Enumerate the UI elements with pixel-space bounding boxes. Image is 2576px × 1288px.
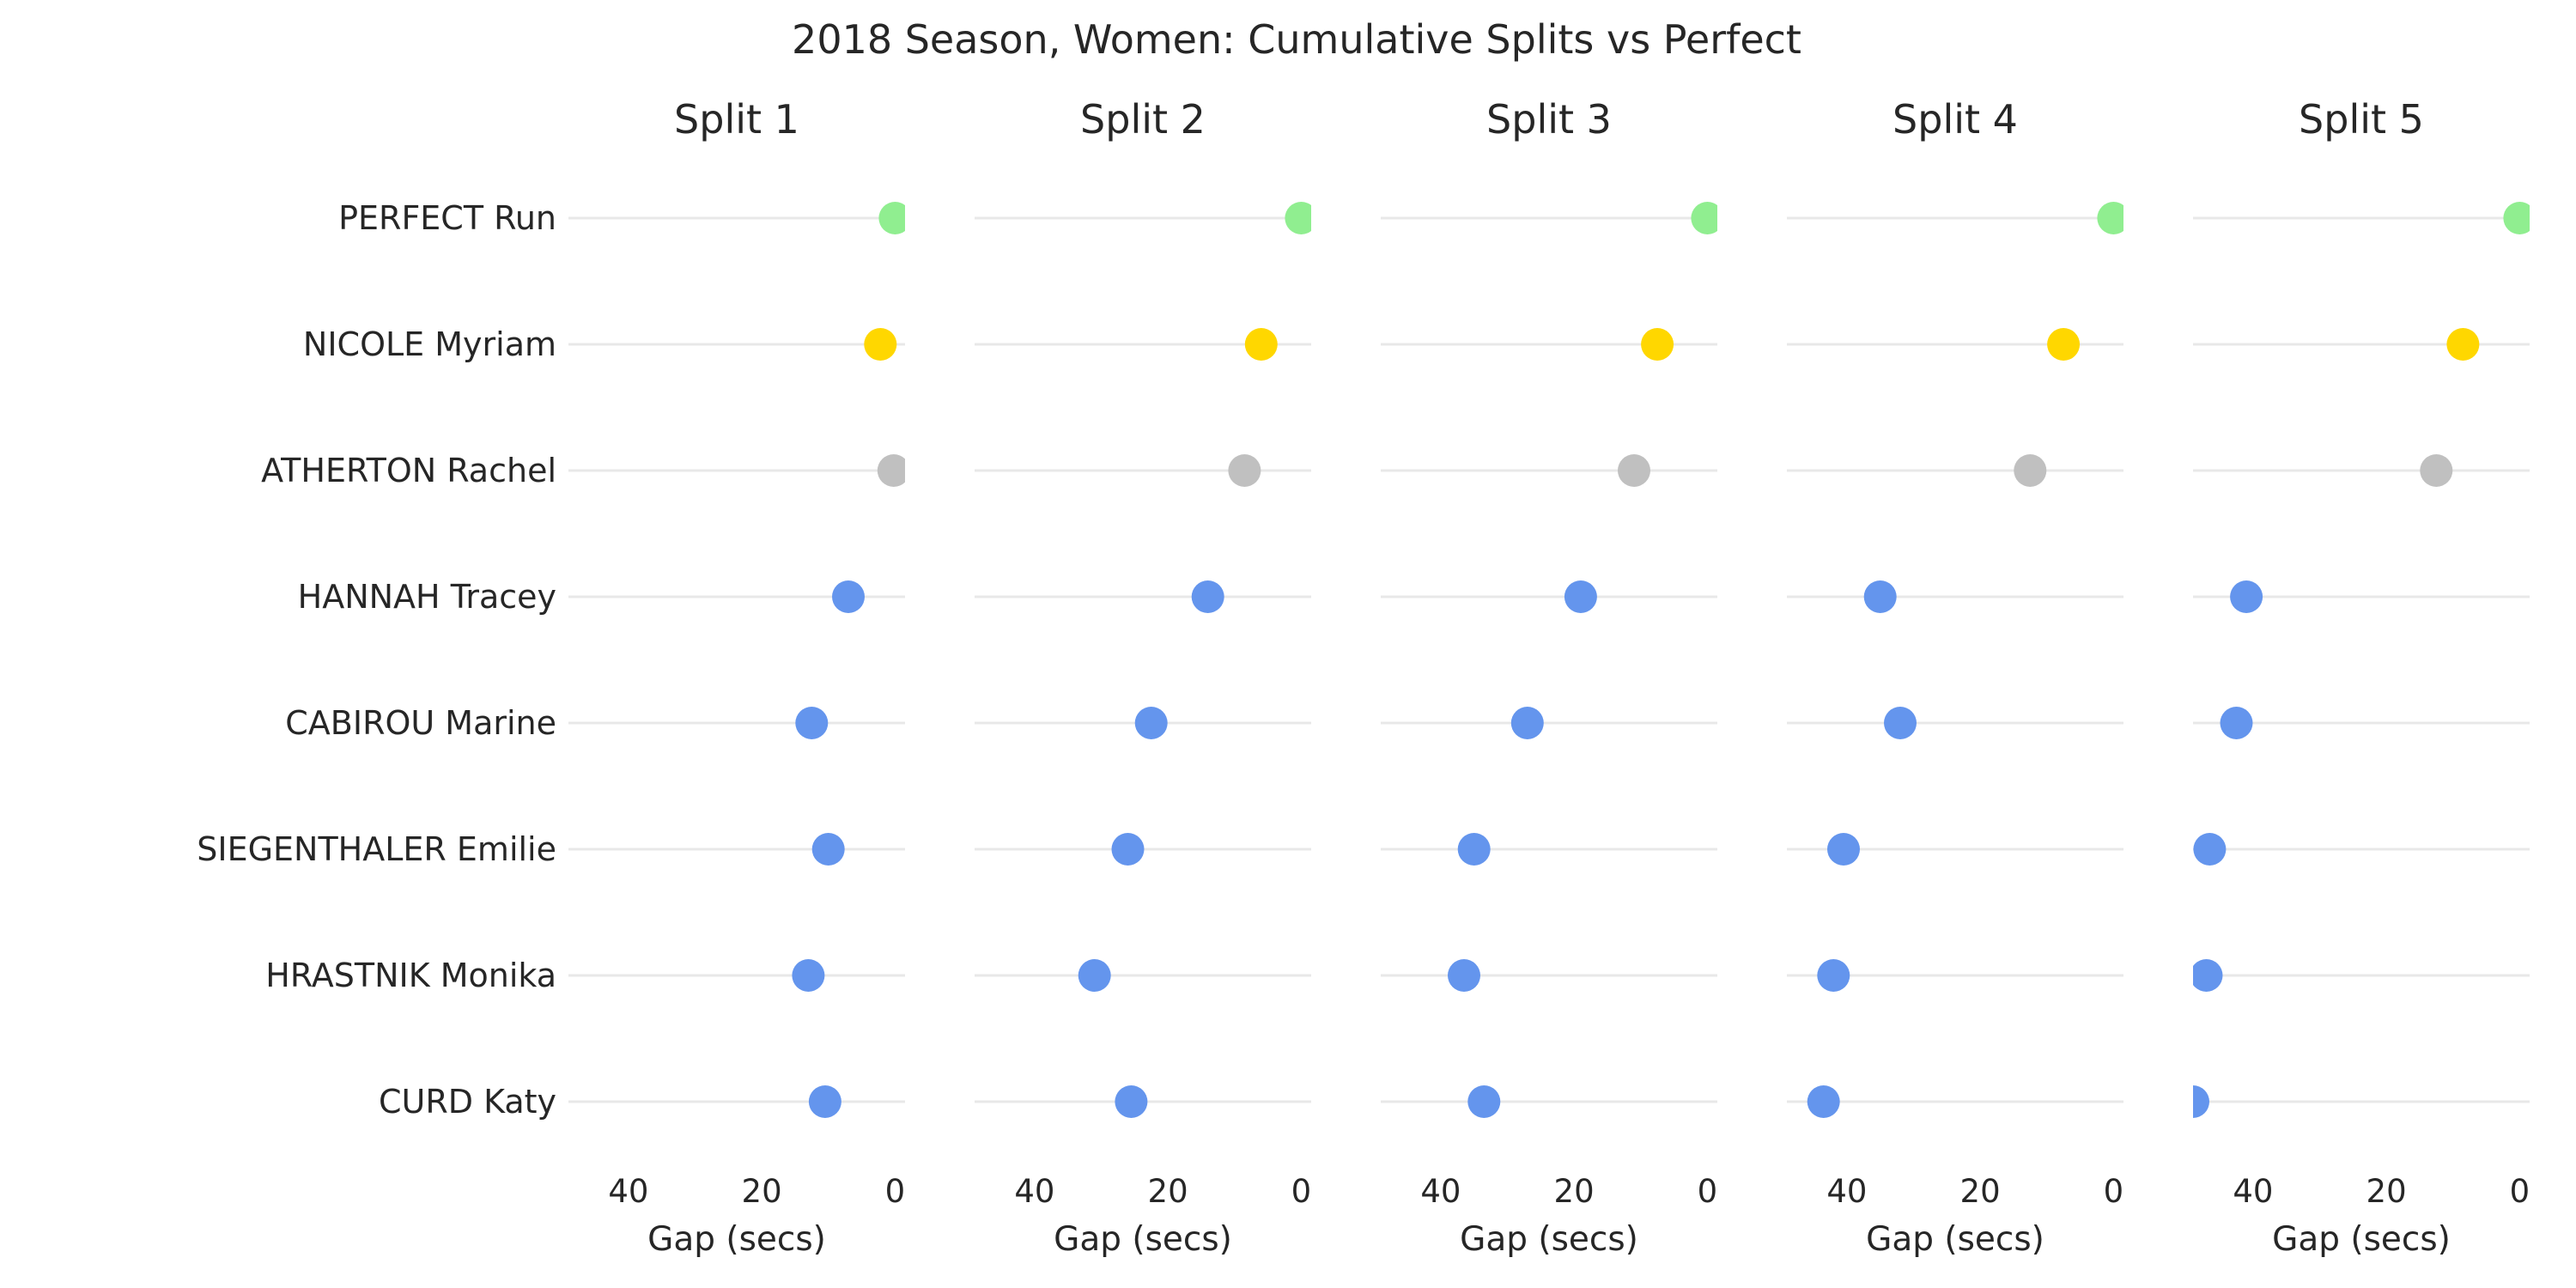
data-point <box>1863 580 1897 613</box>
x-tick-label: 20 <box>1148 1173 1188 1210</box>
panel: Split 5 40 20 0 Gap (secs) <box>2193 96 2530 1259</box>
data-point <box>1285 202 1311 234</box>
data-point <box>1448 959 1480 992</box>
x-tick-label: 0 <box>1291 1173 1312 1210</box>
data-point <box>1115 1085 1148 1118</box>
x-axis-label: Gap (secs) <box>2272 1220 2451 1259</box>
data-point <box>2014 454 2047 487</box>
data-point <box>1827 833 1860 866</box>
data-point <box>2420 454 2453 487</box>
x-axis-label: Gap (secs) <box>647 1220 826 1259</box>
row-label: CABIROU Marine <box>285 704 556 742</box>
data-point <box>2230 580 2263 613</box>
data-point <box>1228 454 1261 487</box>
data-point <box>2097 202 2123 234</box>
panel-title: Split 5 <box>2299 96 2424 143</box>
chart-title: 2018 Season, Women: Cumulative Splits vs… <box>792 16 1801 63</box>
panel: Split 1 40 20 0 Gap (secs) <box>568 96 906 1259</box>
row-label: HRASTNIK Monika <box>265 957 556 994</box>
panel-title: Split 2 <box>1080 96 1206 143</box>
data-point <box>878 202 905 234</box>
data-point <box>1078 959 1111 992</box>
x-tick-label: 0 <box>2104 1173 2124 1210</box>
panels: Split 1 40 20 0 Gap (secs) Split 2 40 20 0 Gap (s… <box>568 96 2530 1259</box>
data-point <box>1467 1085 1501 1118</box>
row-label: PERFECT Run <box>338 199 556 237</box>
panel: Split 3 40 20 0 Gap (secs) <box>1381 96 1718 1259</box>
data-point <box>1510 707 1544 739</box>
row-labels: PERFECT Run NICOLE Myriam ATHERTON Rachel H… <box>197 199 556 1121</box>
panel-title: Split 3 <box>1486 96 1612 143</box>
row-label: SIEGENTHALER Emilie <box>197 830 556 868</box>
panel-points <box>1078 202 1311 1118</box>
panel: Split 2 40 20 0 Gap (secs) <box>975 96 1312 1259</box>
panel: Split 4 40 20 0 Gap (secs) <box>1787 96 2124 1259</box>
data-point <box>1691 202 1717 234</box>
data-point <box>2193 1085 2209 1118</box>
data-point <box>1244 328 1278 361</box>
data-point <box>2503 202 2530 234</box>
panel-points <box>2193 202 2530 1118</box>
data-point <box>1457 833 1491 866</box>
data-point <box>2047 328 2081 361</box>
data-point <box>2446 328 2480 361</box>
data-point <box>1817 959 1850 992</box>
row-label: CURD Katy <box>379 1083 556 1121</box>
data-point <box>1134 707 1168 739</box>
x-tick-label: 20 <box>2366 1173 2407 1210</box>
data-point <box>1111 833 1145 866</box>
x-tick-label: 20 <box>1960 1173 2001 1210</box>
x-tick-label: 40 <box>608 1173 648 1210</box>
x-tick-label: 20 <box>1554 1173 1595 1210</box>
data-point <box>1641 328 1674 361</box>
panel-title: Split 1 <box>674 96 799 143</box>
data-point <box>2193 833 2227 866</box>
data-point <box>811 833 845 866</box>
data-point <box>792 959 825 992</box>
x-axis-label: Gap (secs) <box>1460 1220 1638 1259</box>
x-tick-label: 40 <box>1014 1173 1054 1210</box>
x-tick-label: 40 <box>1826 1173 1867 1210</box>
data-point <box>1884 707 1917 739</box>
x-axis-label: Gap (secs) <box>1054 1220 1232 1259</box>
data-point <box>877 454 905 487</box>
data-point <box>1618 454 1650 487</box>
data-point <box>2193 959 2223 992</box>
data-point <box>832 580 865 613</box>
panel-points <box>1807 202 2123 1118</box>
x-tick-label: 40 <box>1420 1173 1461 1210</box>
row-label: ATHERTON Rachel <box>261 452 556 489</box>
data-point <box>1807 1085 1840 1118</box>
x-tick-label: 0 <box>2510 1173 2530 1210</box>
data-point <box>864 328 897 361</box>
data-point <box>808 1085 841 1118</box>
panel-title: Split 4 <box>1893 96 2018 143</box>
row-label: NICOLE Myriam <box>303 325 556 363</box>
x-axis-label: Gap (secs) <box>1866 1220 2044 1259</box>
data-point <box>2220 707 2253 739</box>
x-tick-label: 0 <box>1698 1173 1718 1210</box>
panel-points <box>792 202 905 1118</box>
x-tick-label: 40 <box>2233 1173 2273 1210</box>
row-label: HANNAH Tracey <box>298 578 556 616</box>
panel-points <box>1448 202 1717 1118</box>
x-tick-label: 20 <box>742 1173 782 1210</box>
data-point <box>1564 580 1597 613</box>
data-point <box>795 707 829 739</box>
data-point <box>1191 580 1224 613</box>
x-tick-label: 0 <box>885 1173 906 1210</box>
